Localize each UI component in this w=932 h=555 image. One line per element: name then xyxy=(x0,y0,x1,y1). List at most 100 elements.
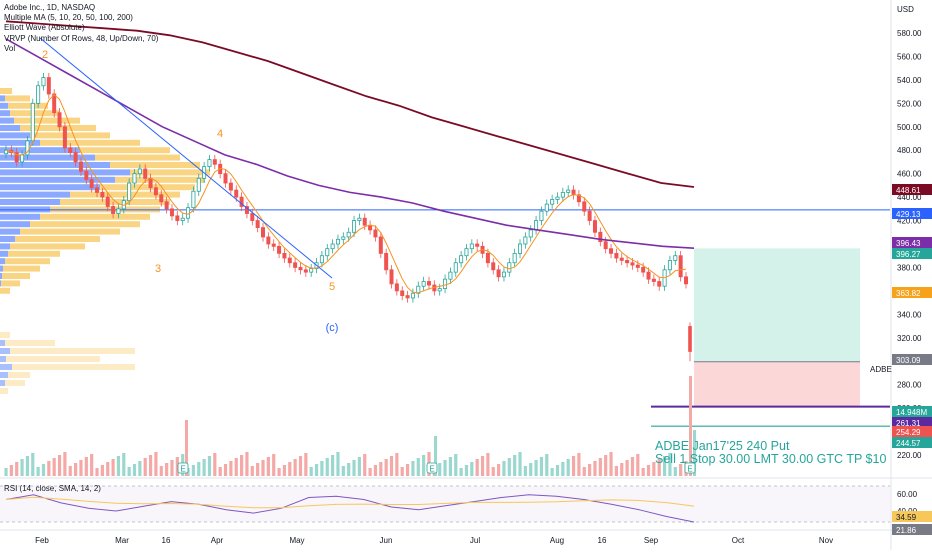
candle-body xyxy=(437,288,442,292)
candle-body xyxy=(528,229,533,238)
price-axis-tick: 500.00 xyxy=(897,123,922,132)
vp-bar-down xyxy=(0,147,80,154)
candle-body xyxy=(105,196,110,207)
volume-bar xyxy=(191,465,196,476)
candle-body xyxy=(582,201,587,212)
candle-body xyxy=(507,262,512,273)
vp-bar-down xyxy=(0,184,100,191)
volume-bar xyxy=(111,459,115,476)
volume-bar xyxy=(434,436,437,476)
candle-body xyxy=(95,187,100,193)
volume-bar xyxy=(416,458,420,476)
volume-bar xyxy=(57,455,62,476)
candle-body xyxy=(485,252,490,264)
candle-body xyxy=(341,236,346,240)
volume-bar xyxy=(277,468,281,476)
candle-body xyxy=(319,255,324,264)
time-axis-label: Oct xyxy=(732,536,745,545)
legend-ma[interactable]: Multiple MA (5, 10, 20, 50, 100, 200) xyxy=(4,13,133,23)
volume-bar xyxy=(577,453,581,476)
candle-body xyxy=(111,206,116,214)
volume-bar xyxy=(79,460,83,476)
volume-bar xyxy=(170,460,174,476)
candle-body xyxy=(362,217,367,226)
legend-vol[interactable]: Vol xyxy=(4,43,16,53)
vp-bar-down xyxy=(0,199,60,205)
vp-bar-down xyxy=(0,139,40,146)
rsi-legend[interactable]: RSI (14, close, SMA, 14, 2) xyxy=(4,484,101,493)
candle-body xyxy=(293,262,298,268)
vp-bar-up xyxy=(8,102,48,109)
candle-body xyxy=(496,269,501,278)
volume-bar xyxy=(9,465,13,476)
price-badge xyxy=(892,406,932,417)
volume-bar xyxy=(620,463,624,476)
price-badge xyxy=(892,417,932,428)
volume-bar xyxy=(325,458,329,476)
volume-bar xyxy=(63,452,67,476)
candle-body xyxy=(357,217,362,221)
candle-body xyxy=(282,252,287,259)
candle-body xyxy=(159,194,164,203)
volume-bar xyxy=(352,460,356,476)
volume-bar xyxy=(464,465,469,476)
volume-bar xyxy=(652,462,656,476)
volume-bar xyxy=(679,464,683,476)
rsi-line xyxy=(5,494,695,523)
candle-body xyxy=(410,292,415,299)
candle-body xyxy=(100,192,105,198)
candle-body xyxy=(20,154,25,163)
chart-legend: Adobe Inc., 1D, NASDAQ Multiple MA (5, 1… xyxy=(4,3,158,54)
volume-bar xyxy=(256,463,260,476)
target-zone xyxy=(694,248,860,362)
vp-bar-up xyxy=(0,388,8,394)
vp-bar-up xyxy=(5,258,50,265)
volume-bar xyxy=(239,455,244,476)
legend-title[interactable]: Adobe Inc., 1D, NASDAQ xyxy=(4,3,96,12)
vp-bar-down xyxy=(0,273,2,279)
candle-body xyxy=(598,231,603,243)
candle-body xyxy=(635,264,640,268)
volume-bar xyxy=(588,464,592,476)
vp-bar-down xyxy=(0,250,8,257)
candle-body xyxy=(560,192,565,198)
volume-bar xyxy=(550,468,554,476)
volume-bar xyxy=(459,468,463,476)
candle-body xyxy=(57,112,62,128)
candle-body xyxy=(228,182,233,191)
volume-bar xyxy=(84,457,88,476)
candle-body xyxy=(127,182,132,202)
volume-bar xyxy=(207,456,212,476)
volume-bar xyxy=(4,468,8,476)
vp-bar-up xyxy=(30,221,140,228)
volume-bar xyxy=(454,454,458,476)
candle-body xyxy=(651,278,656,282)
vp-bar-down xyxy=(0,176,115,183)
order-label[interactable]: ADBE Jan17'25 240 Put Sell 1 Stop 30.00 … xyxy=(655,440,886,466)
candle-body xyxy=(373,229,378,238)
volume-bar xyxy=(223,464,228,476)
candle-body xyxy=(234,189,239,198)
legend-vrvp[interactable]: VRVP (Number Of Rows, 48, Up/Down, 70) xyxy=(4,33,159,43)
volume-bar xyxy=(357,457,361,476)
price-badge xyxy=(892,237,932,248)
wave-label: 5 xyxy=(329,281,335,293)
candle-body xyxy=(464,248,469,257)
volume-bar xyxy=(630,457,635,476)
legend-elliott[interactable]: Elliott Wave (Absolute) xyxy=(4,23,85,33)
candle-body xyxy=(512,252,517,264)
candle-body xyxy=(539,210,544,221)
vp-bar-down xyxy=(0,95,5,102)
candle-body xyxy=(619,257,624,261)
volume-bar xyxy=(47,461,51,476)
volume-bar xyxy=(395,453,399,476)
vp-bar-down xyxy=(0,258,5,265)
vp-bar-up xyxy=(0,88,12,94)
volume-bar xyxy=(25,456,30,476)
volume-bar xyxy=(116,456,121,476)
volume-bar xyxy=(470,462,474,476)
volume-bar xyxy=(480,456,485,476)
candle-body xyxy=(153,187,158,196)
